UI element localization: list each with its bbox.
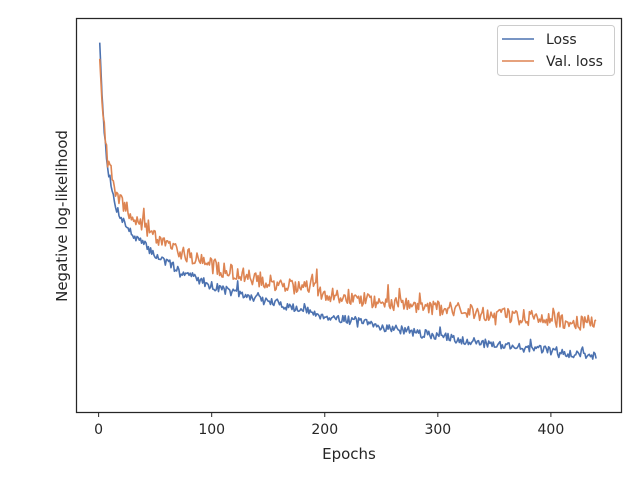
plot-area: [98, 42, 597, 360]
series-line-loss: [98, 42, 597, 360]
legend-label: Loss: [546, 32, 577, 48]
x-tick-label: 0: [94, 422, 103, 438]
x-tick-label: 200: [311, 422, 338, 438]
legend: Loss Val. loss: [497, 25, 615, 76]
x-axis-label: Epochs: [322, 445, 376, 463]
x-tick-label: 400: [538, 422, 565, 438]
x-axis-ticks: 0 100 200 300 400: [94, 412, 564, 438]
legend-label: Val. loss: [546, 54, 603, 70]
y-axis-label: Negative log-likelihood: [53, 130, 71, 302]
legend-box: [497, 25, 615, 76]
series-line-val-loss: [98, 58, 597, 331]
plot-frame: [75, 17, 623, 414]
x-tick-label: 300: [424, 422, 451, 438]
x-tick-label: 100: [198, 422, 225, 438]
